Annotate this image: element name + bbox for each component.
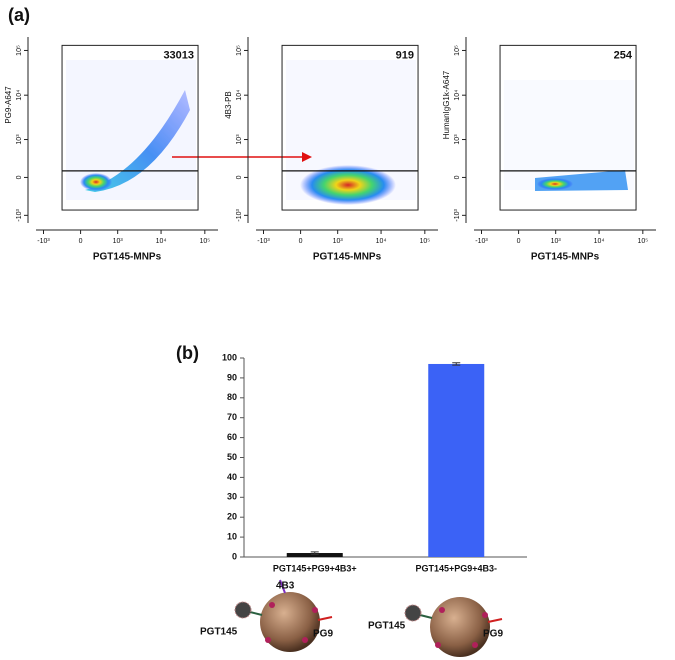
y-tick-label: 60	[227, 432, 237, 442]
y-tick-label: 0	[232, 551, 237, 561]
y-tick-label: 0	[454, 175, 461, 179]
event-count: 254	[614, 49, 633, 61]
y-tick-label: 100	[222, 352, 237, 362]
y-tick-label: 10⁴	[16, 90, 23, 101]
y-tick-label: -10³	[454, 208, 461, 221]
diagram-label: PG9	[313, 629, 333, 640]
y-tick-label: 10⁵	[454, 45, 461, 56]
x-tick-label: 0	[299, 238, 303, 245]
x-tick-label: 0	[517, 238, 521, 245]
x-tick-label: 10⁵	[419, 238, 430, 245]
bar	[428, 363, 485, 557]
transfer-arrow	[172, 152, 312, 162]
y-tick-label: 80	[227, 392, 237, 402]
x-tick-label: -10³	[475, 238, 488, 245]
y-tick-label: 10⁴	[454, 90, 461, 101]
diagram-label: PG9	[483, 629, 503, 640]
nanoparticle-diagram	[234, 579, 503, 657]
x-tick-label: 10⁵	[637, 238, 648, 245]
y-axis-label: PG9-A647	[4, 86, 13, 124]
diagram-label: PGT145	[200, 627, 238, 638]
y-tick-label: 10	[227, 531, 237, 541]
y-tick-label: 40	[227, 472, 237, 482]
gate	[281, 44, 419, 211]
x-axis-label: PGT145-MNPs	[93, 252, 162, 263]
error-bar	[310, 551, 319, 555]
x-tick-label: 10³	[333, 238, 344, 245]
y-tick-label: 30	[227, 492, 237, 502]
y-axis-label: 4B3-PB	[224, 91, 233, 119]
y-tick-label: 10³	[16, 134, 23, 145]
diagram-label: PGT145	[368, 621, 406, 632]
x-tick-label: -10³	[257, 238, 270, 245]
x-axis-label: PGT145-MNPs	[531, 252, 600, 263]
y-tick-label: 70	[227, 412, 237, 422]
x-tick-label: -10³	[37, 238, 50, 245]
y-tick-label: -10³	[16, 208, 23, 221]
error-bar	[452, 362, 461, 366]
diagram-label: 4B3	[276, 581, 295, 592]
event-count: 33013	[163, 49, 194, 61]
gate	[61, 44, 199, 211]
y-tick-label: -10³	[236, 208, 243, 221]
event-count: 919	[396, 49, 414, 61]
x-tick-label: 0	[79, 238, 83, 245]
density-cloud	[66, 60, 628, 205]
x-tick-label: PGT145+PG9+4B3+	[273, 563, 357, 573]
y-axis-label: HumanIgG1k-A647	[442, 70, 451, 139]
x-tick-label: 10³	[113, 238, 124, 245]
x-tick-label: 10³	[551, 238, 562, 245]
panel-label: (a)	[8, 5, 30, 25]
y-tick-label: 20	[227, 512, 237, 522]
x-tick-label: 10⁴	[376, 238, 387, 245]
x-tick-label: 10⁵	[199, 238, 210, 245]
y-tick-label: 0	[236, 175, 243, 179]
gate	[499, 44, 637, 211]
y-tick-label: 50	[227, 452, 237, 462]
y-tick-label: 10⁵	[236, 45, 243, 56]
y-tick-label: 90	[227, 372, 237, 382]
x-axis-label: PGT145-MNPs	[313, 252, 382, 263]
y-tick-label: 10⁴	[236, 90, 243, 101]
x-tick-label: PGT145+PG9+4B3-	[415, 563, 497, 573]
x-tick-label: 10⁴	[156, 238, 167, 245]
bar	[286, 553, 343, 557]
y-tick-label: 10³	[454, 134, 461, 145]
x-tick-label: 10⁴	[594, 238, 605, 245]
y-tick-label: 10³	[236, 134, 243, 145]
y-tick-label: 0	[16, 175, 23, 179]
y-tick-label: 10⁵	[16, 45, 23, 56]
panel-label: (b)	[176, 343, 199, 363]
